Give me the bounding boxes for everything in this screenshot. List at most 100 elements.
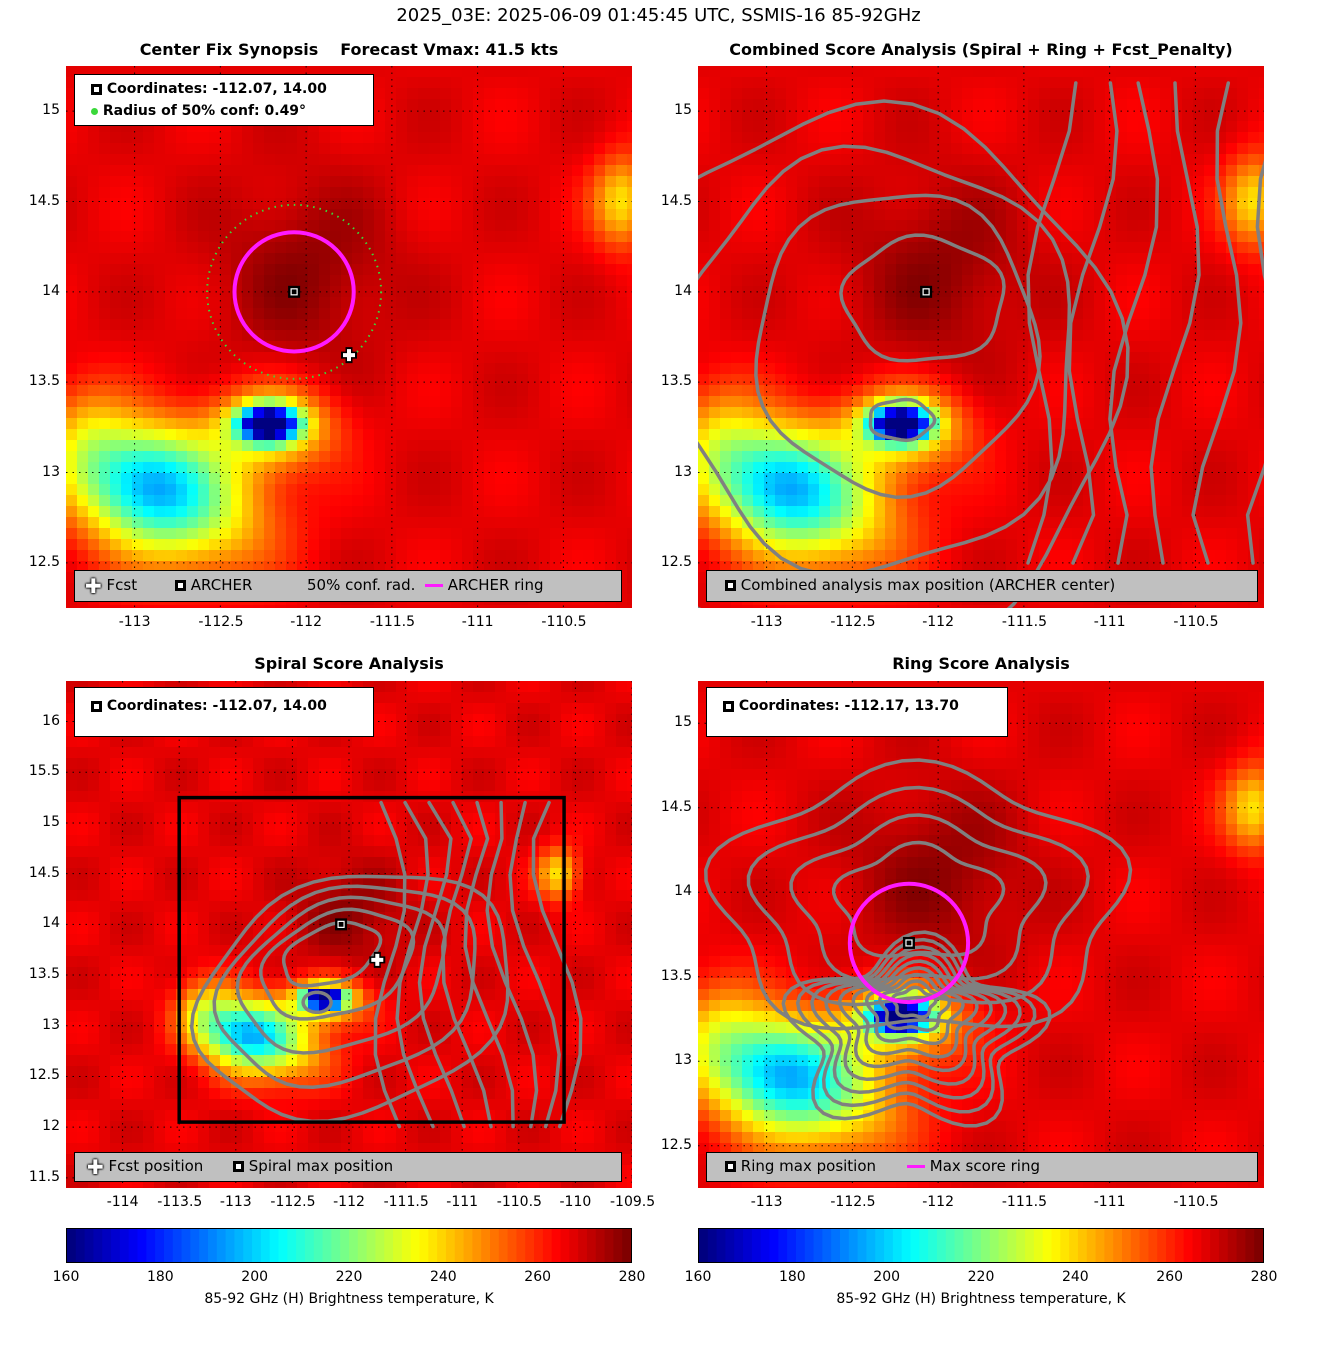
colorbar-tick-label: 160 bbox=[52, 1269, 80, 1285]
conf-radius-circle bbox=[206, 203, 383, 380]
y-tick-label: 12.5 bbox=[28, 1067, 60, 1084]
combined-contour-3 bbox=[698, 99, 1130, 608]
ring-contour-outer-2 bbox=[746, 785, 1090, 1007]
y-tick-label: 11.5 bbox=[28, 1168, 60, 1185]
legend-spiral-fcst: Fcst position bbox=[108, 1157, 204, 1175]
y-tick-label: 15 bbox=[674, 102, 692, 119]
combined-contour-open-3 bbox=[1149, 81, 1201, 565]
ring-contour-2 bbox=[864, 972, 965, 1046]
y-tick-label: 15 bbox=[42, 102, 60, 119]
combined-contour-open-2 bbox=[1108, 81, 1160, 565]
ring-coordinates: Coordinates: -112.17, 13.70 bbox=[738, 698, 959, 714]
max-score-ring bbox=[847, 881, 971, 1005]
ring-field bbox=[698, 681, 1264, 1188]
colorbar-tick-label: 240 bbox=[1061, 1269, 1089, 1285]
synopsis-subtitle: Forecast Vmax: 41.5 kts bbox=[340, 40, 559, 59]
spiral-contour-open-5 bbox=[485, 800, 539, 1129]
colorbar-right bbox=[698, 1228, 1264, 1263]
ring-contour-8 bbox=[781, 930, 1052, 1128]
combined-square-icon bbox=[725, 580, 736, 591]
ring-contour-3 bbox=[851, 966, 979, 1059]
x-tick-label: -112.5 bbox=[270, 1194, 316, 1210]
y-tick-label: 12.5 bbox=[660, 553, 692, 570]
ring-contour-outer-0 bbox=[831, 840, 1006, 958]
x-tick-label: -111 bbox=[1093, 614, 1126, 630]
spiral-fcst-marker bbox=[369, 951, 386, 968]
x-tick-label: -111 bbox=[1093, 1194, 1126, 1210]
ring-score-line-icon bbox=[907, 1165, 925, 1168]
x-tick-label: -110.5 bbox=[1173, 1194, 1219, 1210]
x-tick-label: -109.5 bbox=[610, 1194, 656, 1210]
ring-max-icon bbox=[725, 1161, 736, 1172]
legend-fcst: Fcst bbox=[106, 576, 138, 594]
synopsis-title: Center Fix Synopsis Forecast Vmax: 41.5 k… bbox=[66, 40, 632, 59]
y-tick-label: 13 bbox=[674, 1052, 692, 1069]
spiral-legend: ✚ Fcst position Spiral max position bbox=[74, 1152, 622, 1182]
y-tick-label: 13 bbox=[42, 1016, 60, 1033]
ring-contour-outer-3 bbox=[704, 758, 1133, 1031]
x-tick-label: -111.5 bbox=[1001, 614, 1048, 630]
spiral-contour-open-1 bbox=[395, 800, 435, 1129]
spiral-contour-2 bbox=[235, 895, 447, 1055]
ring-contour-outer-1 bbox=[789, 813, 1048, 983]
x-tick-label: -113 bbox=[118, 614, 151, 630]
y-tick-label: 13 bbox=[674, 463, 692, 480]
conf-dot-icon bbox=[91, 107, 98, 115]
y-tick-label: 14.5 bbox=[660, 192, 692, 209]
x-tick-label: -112 bbox=[290, 614, 322, 630]
synopsis-title-text: Center Fix Synopsis bbox=[139, 40, 319, 59]
combined-contour-min bbox=[868, 397, 937, 443]
combined-contour-open-1 bbox=[1067, 81, 1119, 565]
x-tick-label: -111 bbox=[461, 614, 494, 630]
fcst-plus-icon: ✚ bbox=[85, 573, 102, 598]
colorbar-tick-label: 260 bbox=[524, 1269, 552, 1285]
y-tick-label: 13.5 bbox=[28, 966, 60, 983]
synopsis-coordinates: Coordinates: -112.07, 14.00 bbox=[106, 81, 327, 97]
spiral-field bbox=[66, 681, 632, 1188]
spiral-max-icon bbox=[233, 1161, 244, 1172]
x-tick-label: -113 bbox=[750, 614, 783, 630]
figure-title: 2025_03E: 2025-06-09 01:45:45 UTC, SSMIS… bbox=[396, 5, 921, 26]
ring-legend: Ring max position Max score ring bbox=[706, 1152, 1258, 1182]
y-tick-label: 13.5 bbox=[660, 373, 692, 390]
colorbar-tick-label: 280 bbox=[618, 1269, 646, 1285]
spiral-contour-1 bbox=[259, 907, 416, 1021]
y-tick-label: 13.5 bbox=[28, 373, 60, 390]
synopsis-radius: Radius of 50% conf: 0.49° bbox=[102, 103, 307, 119]
ring-title: Ring Score Analysis bbox=[892, 654, 1070, 673]
x-tick-label: -112.5 bbox=[830, 1194, 876, 1210]
colorbar-right-label: 85-92 GHz (H) Brightness temperature, K bbox=[836, 1291, 1126, 1307]
y-tick-label: 14.5 bbox=[28, 192, 60, 209]
colorbar-tick-label: 160 bbox=[684, 1269, 712, 1285]
x-tick-label: -114 bbox=[106, 1194, 139, 1210]
colorbar-left-label: 85-92 GHz (H) Brightness temperature, K bbox=[204, 1291, 494, 1307]
ring-plot: Coordinates: -112.17, 13.70 Ring max pos… bbox=[698, 681, 1264, 1188]
combined-field bbox=[698, 66, 1264, 608]
colorbar-tick-label: 180 bbox=[778, 1269, 806, 1285]
legend-conf: 50% conf. rad. bbox=[307, 576, 416, 594]
y-tick-label: 14.5 bbox=[660, 798, 692, 815]
ring-square-icon bbox=[723, 700, 734, 712]
colorbar-tick-label: 200 bbox=[873, 1269, 901, 1285]
synopsis-legend: ✚ Fcst ARCHER 50% conf. rad. ARCHER ring bbox=[74, 570, 622, 602]
combined-contour-open-4 bbox=[1191, 81, 1243, 565]
y-tick-label: 14.5 bbox=[28, 864, 60, 881]
spiral-contour-open-2 bbox=[417, 800, 466, 1129]
x-tick-label: -112 bbox=[333, 1194, 365, 1210]
x-tick-label: -110 bbox=[559, 1194, 592, 1210]
y-tick-label: 14 bbox=[42, 915, 60, 932]
spiral-fcst-icon: ✚ bbox=[87, 1154, 104, 1179]
combined-contour-open-0 bbox=[1026, 81, 1078, 565]
y-tick-label: 12 bbox=[42, 1118, 60, 1135]
combined-contour-open-5 bbox=[1245, 159, 1264, 565]
y-tick-label: 14 bbox=[674, 883, 692, 900]
combined-max-marker bbox=[920, 285, 933, 298]
y-tick-label: 15 bbox=[674, 714, 692, 731]
y-tick-label: 15.5 bbox=[28, 763, 60, 780]
spiral-square-icon bbox=[91, 700, 102, 712]
spiral-contour-3 bbox=[212, 884, 477, 1090]
spiral-plot: Coordinates: -112.07, 14.00 ✚ Fcst posit… bbox=[66, 681, 632, 1188]
y-tick-label: 12.5 bbox=[660, 1136, 692, 1153]
legend-spiral-max: Spiral max position bbox=[248, 1157, 394, 1175]
colorbar-tick-label: 220 bbox=[967, 1269, 995, 1285]
